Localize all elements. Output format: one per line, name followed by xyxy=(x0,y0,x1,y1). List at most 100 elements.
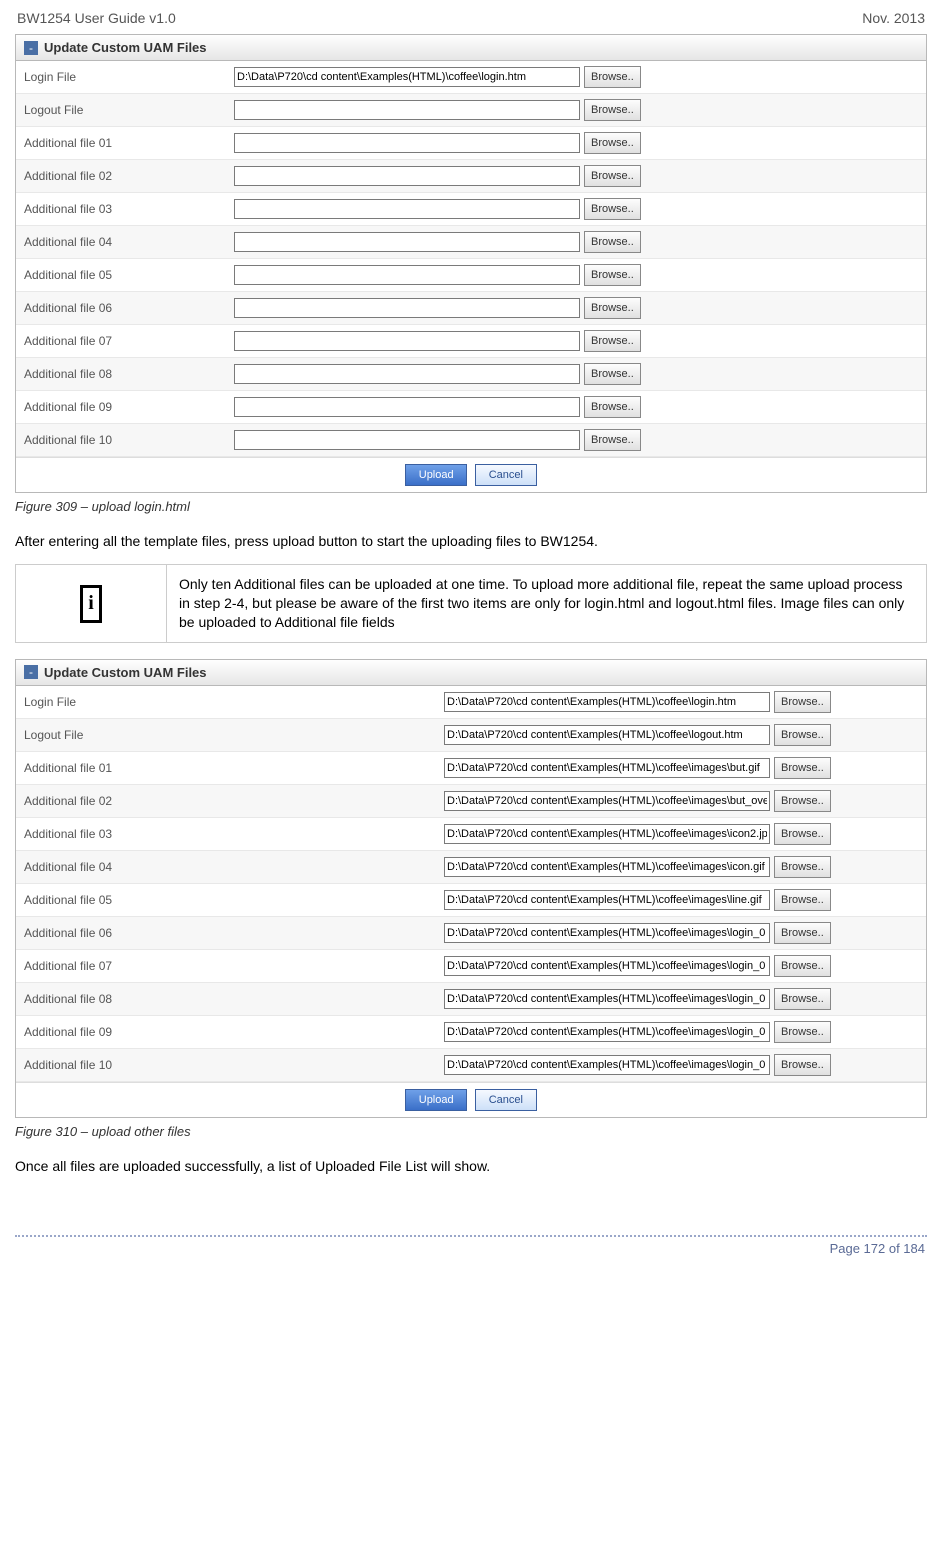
file-path-input[interactable] xyxy=(444,692,770,712)
field-label: Additional file 03 xyxy=(24,827,444,841)
form-row: Login File Browse.. xyxy=(16,61,926,94)
browse-button[interactable]: Browse.. xyxy=(774,724,831,746)
panel-body: Login File Browse.. Logout File Browse..… xyxy=(16,686,926,1117)
field-label: Logout File xyxy=(24,728,444,742)
file-path-input[interactable] xyxy=(234,430,580,450)
field-label: Login File xyxy=(24,695,444,709)
file-path-input[interactable] xyxy=(444,923,770,943)
browse-button[interactable]: Browse.. xyxy=(584,66,641,88)
file-path-input[interactable] xyxy=(444,725,770,745)
field-label: Additional file 06 xyxy=(24,301,234,315)
upload-button[interactable]: Upload xyxy=(405,464,467,486)
figure-caption-2: Figure 310 – upload other files xyxy=(15,1124,927,1139)
panel-body: Login File Browse.. Logout File Browse..… xyxy=(16,61,926,492)
form-row: Additional file 08 Browse.. xyxy=(16,983,926,1016)
file-path-input[interactable] xyxy=(444,989,770,1009)
file-path-input[interactable] xyxy=(234,397,580,417)
browse-button[interactable]: Browse.. xyxy=(584,264,641,286)
browse-button[interactable]: Browse.. xyxy=(584,330,641,352)
file-path-input[interactable] xyxy=(234,232,580,252)
field-label: Additional file 06 xyxy=(24,926,444,940)
file-path-input[interactable] xyxy=(234,331,580,351)
browse-button[interactable]: Browse.. xyxy=(774,757,831,779)
form-row: Additional file 06 Browse.. xyxy=(16,917,926,950)
uam-panel-1: - Update Custom UAM Files Login File Bro… xyxy=(15,34,927,493)
collapse-icon[interactable]: - xyxy=(24,41,38,55)
collapse-icon[interactable]: - xyxy=(24,665,38,679)
file-path-input[interactable] xyxy=(234,298,580,318)
browse-button[interactable]: Browse.. xyxy=(774,1021,831,1043)
field-label: Additional file 05 xyxy=(24,893,444,907)
field-label: Additional file 01 xyxy=(24,136,234,150)
browse-button[interactable]: Browse.. xyxy=(774,922,831,944)
field-label: Additional file 07 xyxy=(24,334,234,348)
browse-button[interactable]: Browse.. xyxy=(774,790,831,812)
file-path-input[interactable] xyxy=(444,824,770,844)
panel-header: - Update Custom UAM Files xyxy=(16,35,926,61)
field-label: Additional file 03 xyxy=(24,202,234,216)
file-path-input[interactable] xyxy=(444,1055,770,1075)
cancel-button[interactable]: Cancel xyxy=(475,1089,537,1111)
panel-title: Update Custom UAM Files xyxy=(44,665,207,680)
field-label: Additional file 07 xyxy=(24,959,444,973)
browse-button[interactable]: Browse.. xyxy=(584,429,641,451)
browse-button[interactable]: Browse.. xyxy=(774,988,831,1010)
note-icon-cell: i xyxy=(16,565,167,642)
form-row: Additional file 02 Browse.. xyxy=(16,785,926,818)
file-path-input[interactable] xyxy=(234,67,580,87)
info-note: i Only ten Additional files can be uploa… xyxy=(15,564,927,643)
form-row: Additional file 02 Browse.. xyxy=(16,160,926,193)
figure-caption-1: Figure 309 – upload login.html xyxy=(15,499,927,514)
form-row: Additional file 01 Browse.. xyxy=(16,752,926,785)
field-label: Additional file 08 xyxy=(24,992,444,1006)
file-path-input[interactable] xyxy=(444,1022,770,1042)
form-row: Additional file 06 Browse.. xyxy=(16,292,926,325)
form-row: Login File Browse.. xyxy=(16,686,926,719)
file-path-input[interactable] xyxy=(234,166,580,186)
browse-button[interactable]: Browse.. xyxy=(774,889,831,911)
browse-button[interactable]: Browse.. xyxy=(774,856,831,878)
file-path-input[interactable] xyxy=(444,791,770,811)
browse-button[interactable]: Browse.. xyxy=(774,1054,831,1076)
browse-button[interactable]: Browse.. xyxy=(584,165,641,187)
file-path-input[interactable] xyxy=(234,265,580,285)
file-path-input[interactable] xyxy=(234,199,580,219)
page-header: BW1254 User Guide v1.0 Nov. 2013 xyxy=(15,10,927,26)
browse-button[interactable]: Browse.. xyxy=(584,132,641,154)
file-path-input[interactable] xyxy=(234,133,580,153)
file-path-input[interactable] xyxy=(234,100,580,120)
browse-button[interactable]: Browse.. xyxy=(584,297,641,319)
panel-title: Update Custom UAM Files xyxy=(44,40,207,55)
form-row: Additional file 01 Browse.. xyxy=(16,127,926,160)
form-row: Additional file 10 Browse.. xyxy=(16,1049,926,1082)
form-row: Logout File Browse.. xyxy=(16,94,926,127)
browse-button[interactable]: Browse.. xyxy=(584,396,641,418)
field-label: Additional file 10 xyxy=(24,433,234,447)
browse-button[interactable]: Browse.. xyxy=(774,955,831,977)
form-row: Additional file 10 Browse.. xyxy=(16,424,926,457)
file-path-input[interactable] xyxy=(444,890,770,910)
body-text-2: Once all files are uploaded successfully… xyxy=(15,1157,927,1175)
header-left: BW1254 User Guide v1.0 xyxy=(17,10,176,26)
field-label: Login File xyxy=(24,70,234,84)
field-label: Additional file 09 xyxy=(24,400,234,414)
browse-button[interactable]: Browse.. xyxy=(584,99,641,121)
page-footer: Page 172 of 184 xyxy=(15,1235,927,1256)
form-row: Additional file 07 Browse.. xyxy=(16,950,926,983)
browse-button[interactable]: Browse.. xyxy=(774,691,831,713)
file-path-input[interactable] xyxy=(234,364,580,384)
file-path-input[interactable] xyxy=(444,758,770,778)
upload-button[interactable]: Upload xyxy=(405,1089,467,1111)
file-path-input[interactable] xyxy=(444,857,770,877)
field-label: Additional file 02 xyxy=(24,169,234,183)
file-path-input[interactable] xyxy=(444,956,770,976)
cancel-button[interactable]: Cancel xyxy=(475,464,537,486)
field-label: Additional file 04 xyxy=(24,235,234,249)
field-label: Additional file 02 xyxy=(24,794,444,808)
field-label: Additional file 08 xyxy=(24,367,234,381)
form-row: Additional file 05 Browse.. xyxy=(16,884,926,917)
browse-button[interactable]: Browse.. xyxy=(584,363,641,385)
browse-button[interactable]: Browse.. xyxy=(584,198,641,220)
browse-button[interactable]: Browse.. xyxy=(584,231,641,253)
browse-button[interactable]: Browse.. xyxy=(774,823,831,845)
